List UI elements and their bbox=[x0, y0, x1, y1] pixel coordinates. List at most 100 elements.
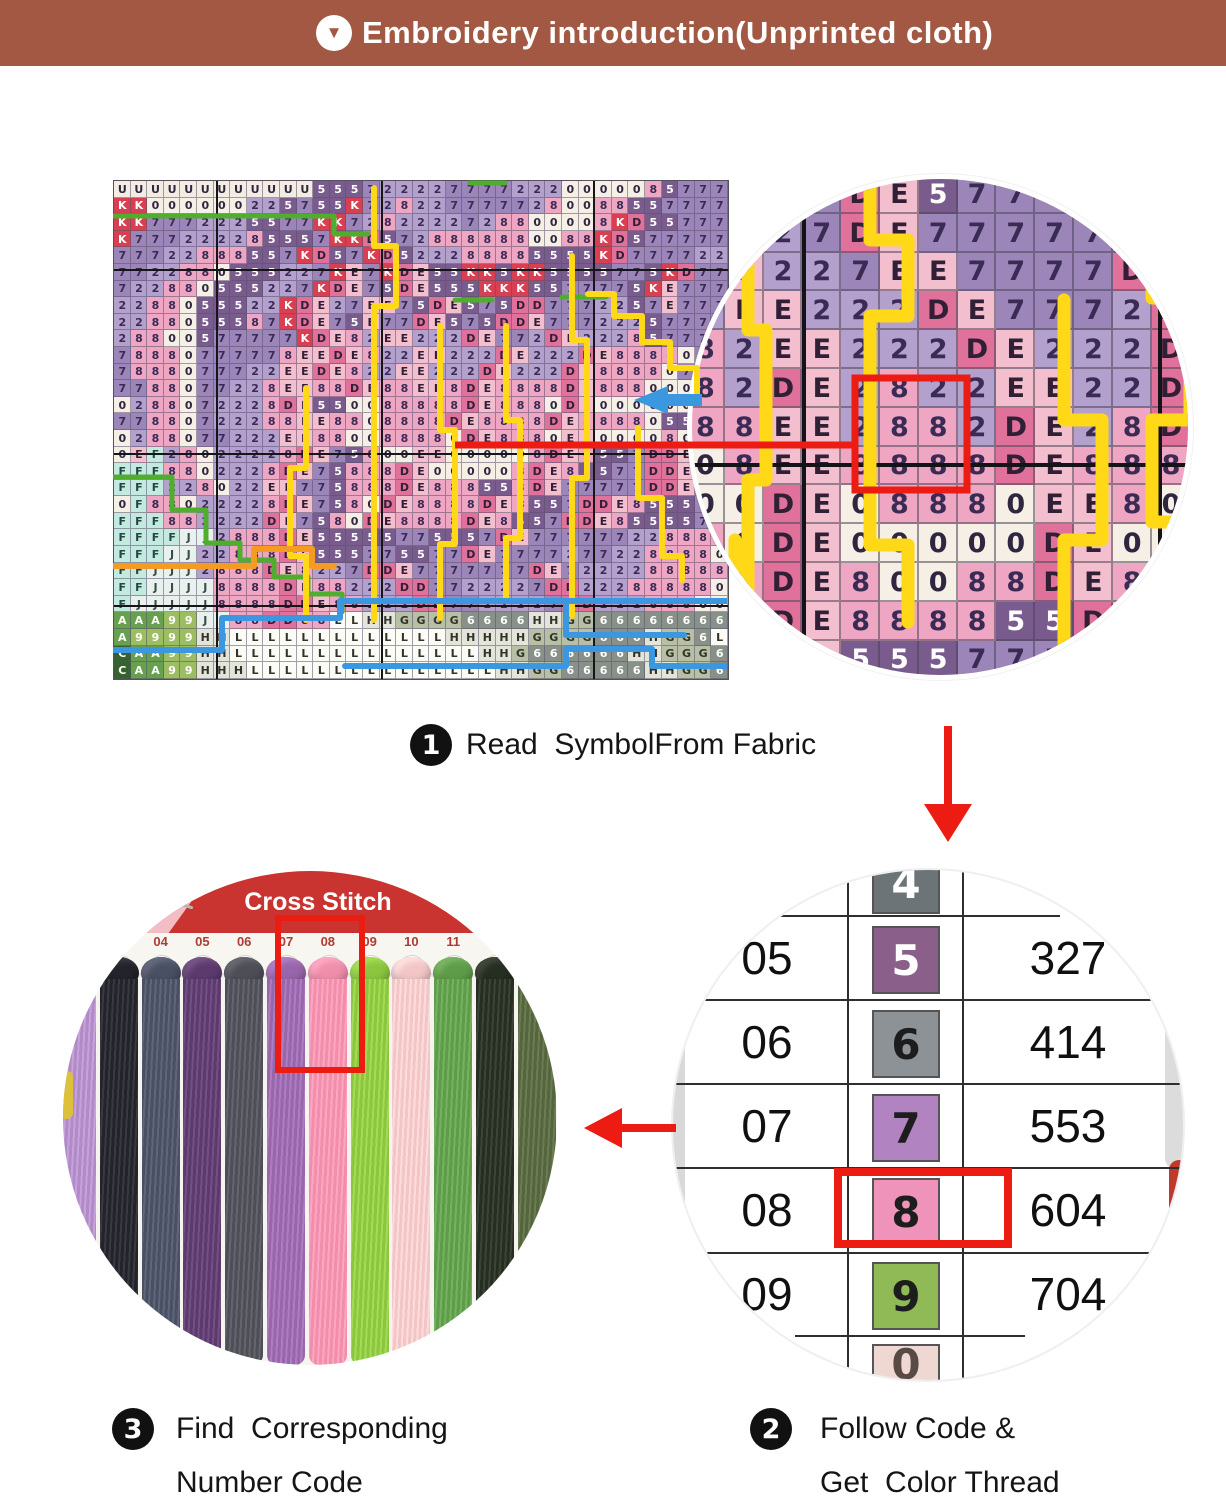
magnified-symbol-cell: E bbox=[763, 330, 803, 369]
stitch-symbol-cell: L bbox=[479, 662, 496, 679]
stitch-symbol-cell: 5 bbox=[230, 297, 247, 314]
stitch-symbol-cell: U bbox=[163, 181, 181, 198]
magnified-symbol-cell: 2 bbox=[1073, 407, 1113, 447]
stitch-symbol-cell: D bbox=[296, 313, 314, 331]
stitch-symbol-cell: 5 bbox=[313, 546, 330, 563]
stitch-symbol-cell: D bbox=[528, 297, 546, 314]
stitch-symbol-cell: 6 bbox=[628, 662, 645, 679]
magnified-symbol-cell: 7 bbox=[957, 213, 997, 253]
stitch-symbol-cell: 7 bbox=[130, 380, 148, 397]
stitch-symbol-cell: 8 bbox=[180, 463, 197, 480]
magnified-symbol-cell: 2 bbox=[1112, 291, 1152, 331]
stitch-symbol-cell: 7 bbox=[147, 230, 164, 248]
stitch-symbol-cell: L bbox=[346, 629, 363, 646]
magnified-symbol-cell: 2 bbox=[1112, 368, 1152, 408]
stitch-symbol-cell: E bbox=[329, 363, 347, 381]
stitch-symbol-cell: 5 bbox=[545, 496, 563, 513]
stitch-symbol-cell: 8 bbox=[246, 313, 264, 331]
stitch-symbol-cell: 2 bbox=[246, 463, 264, 480]
stitch-symbol-cell: K bbox=[329, 263, 347, 281]
fabric-code: 07 bbox=[741, 1100, 793, 1152]
magnified-symbol-cell: 5 bbox=[918, 179, 958, 214]
magnified-symbol-cell: E bbox=[764, 679, 803, 680]
stitch-symbol-cell: 7 bbox=[230, 330, 247, 347]
stitch-symbol-cell: 2 bbox=[163, 263, 181, 281]
magnified-symbol-cell: 8 bbox=[957, 562, 997, 602]
magnified-symbol-cell: E bbox=[802, 330, 842, 369]
stitch-symbol-cell: 7 bbox=[479, 529, 496, 547]
stitch-symbol-cell: 8 bbox=[412, 413, 430, 430]
stitch-symbol-cell: 8 bbox=[445, 396, 463, 414]
stitch-symbol-cell: 2 bbox=[562, 346, 579, 364]
stitch-symbol-cell: E bbox=[296, 363, 314, 381]
stitch-symbol-cell: 5 bbox=[545, 263, 563, 281]
stitch-symbol-cell: 2 bbox=[512, 579, 529, 596]
stitch-symbol-cell: 5 bbox=[645, 496, 662, 513]
stitch-symbol-cell: L bbox=[230, 645, 247, 663]
stitch-symbol-cell: D bbox=[279, 612, 297, 630]
stitch-symbol-cell: 8 bbox=[263, 496, 280, 513]
stitch-symbol-cell: 2 bbox=[429, 197, 446, 215]
stitch-symbol-cell: 8 bbox=[595, 197, 612, 215]
stitch-symbol-cell: H bbox=[645, 645, 662, 663]
chart-bold-line bbox=[114, 269, 728, 271]
stitch-symbol-cell: F bbox=[147, 529, 164, 547]
stitch-symbol-cell: D bbox=[412, 313, 430, 331]
stitch-symbol-cell: E bbox=[512, 529, 529, 547]
magnified-symbol-cell: E bbox=[1035, 407, 1074, 447]
stitch-symbol-cell: 2 bbox=[114, 297, 131, 314]
stitch-symbol-cell: 0 bbox=[230, 197, 247, 215]
magnified-symbol-cell: 2 bbox=[957, 407, 997, 447]
stitch-symbol-cell: D bbox=[545, 413, 563, 430]
stitch-symbol-cell: 2 bbox=[479, 579, 496, 596]
stitch-symbol-cell: D bbox=[279, 463, 297, 480]
stitch-symbol-cell: 6 bbox=[562, 645, 579, 663]
stitch-symbol-cell: G bbox=[562, 629, 579, 646]
stitch-symbol-cell: E bbox=[479, 546, 496, 563]
stitch-symbol-cell: 9 bbox=[180, 612, 197, 630]
stitch-symbol-cell: U bbox=[279, 181, 297, 198]
stitch-symbol-cell: 6 bbox=[562, 662, 579, 679]
stitch-symbol-cell: E bbox=[412, 363, 430, 381]
thread-bundle bbox=[350, 979, 389, 1365]
stitch-symbol-cell: L bbox=[412, 629, 430, 646]
magnified-symbol-cell: 2 bbox=[841, 407, 880, 447]
thread-card-circle: Cross Stitch 3 04 05 06 07 08 09 10 11 12 bbox=[63, 871, 557, 1365]
stitch-symbol-cell: 2 bbox=[279, 280, 297, 298]
stitch-symbol-cell: 7 bbox=[130, 263, 148, 281]
stitch-symbol-cell: E bbox=[313, 313, 330, 331]
stitch-symbol-cell: E bbox=[661, 297, 679, 314]
stitch-symbol-cell: D bbox=[396, 263, 413, 281]
magnified-symbol-cell: D bbox=[763, 485, 803, 525]
stitch-symbol-cell: 7 bbox=[479, 197, 496, 215]
stitch-symbol-cell: 8 bbox=[429, 413, 446, 430]
magnified-symbol-cell: E bbox=[802, 640, 842, 675]
magnified-symbol-cell: 8 bbox=[724, 407, 764, 447]
magnified-symbol-cell: E bbox=[802, 601, 842, 641]
stitch-symbol-cell: A bbox=[130, 645, 148, 663]
magnified-symbol-cell: E bbox=[1073, 524, 1113, 563]
stitch-symbol-cell: 8 bbox=[495, 230, 513, 248]
stitch-symbol-cell: 0 bbox=[645, 429, 662, 447]
stitch-symbol-cell: 0 bbox=[628, 181, 645, 198]
stitch-symbol-cell: 5 bbox=[263, 263, 280, 281]
page-title: Embroidery introduction(Unprinted cloth) bbox=[362, 15, 994, 50]
stitch-symbol-cell: 7 bbox=[196, 380, 214, 397]
stitch-symbol-cell: 2 bbox=[279, 263, 297, 281]
thread-slot-label: 10 bbox=[404, 934, 419, 949]
stitch-symbol-cell: 5 bbox=[462, 297, 480, 314]
stitch-symbol-cell: 0 bbox=[114, 429, 131, 447]
stitch-symbol-cell: 8 bbox=[512, 380, 529, 397]
stitch-symbol-cell: E bbox=[263, 479, 280, 497]
stitch-symbol-cell: 7 bbox=[562, 496, 579, 513]
stitch-symbol-cell: 2 bbox=[445, 214, 463, 231]
stitch-symbol-cell: 0 bbox=[562, 214, 579, 231]
stitch-symbol-cell: H bbox=[545, 612, 563, 630]
stitch-symbol-cell: 2 bbox=[528, 346, 546, 364]
stitch-symbol-cell: A bbox=[130, 612, 148, 630]
stitch-symbol-cell: 2 bbox=[445, 330, 463, 347]
stitch-symbol-cell: 2 bbox=[130, 297, 148, 314]
stitch-symbol-cell: F bbox=[130, 496, 148, 513]
stitch-symbol-cell: L bbox=[346, 645, 363, 663]
stitch-symbol-cell: K bbox=[479, 280, 496, 298]
